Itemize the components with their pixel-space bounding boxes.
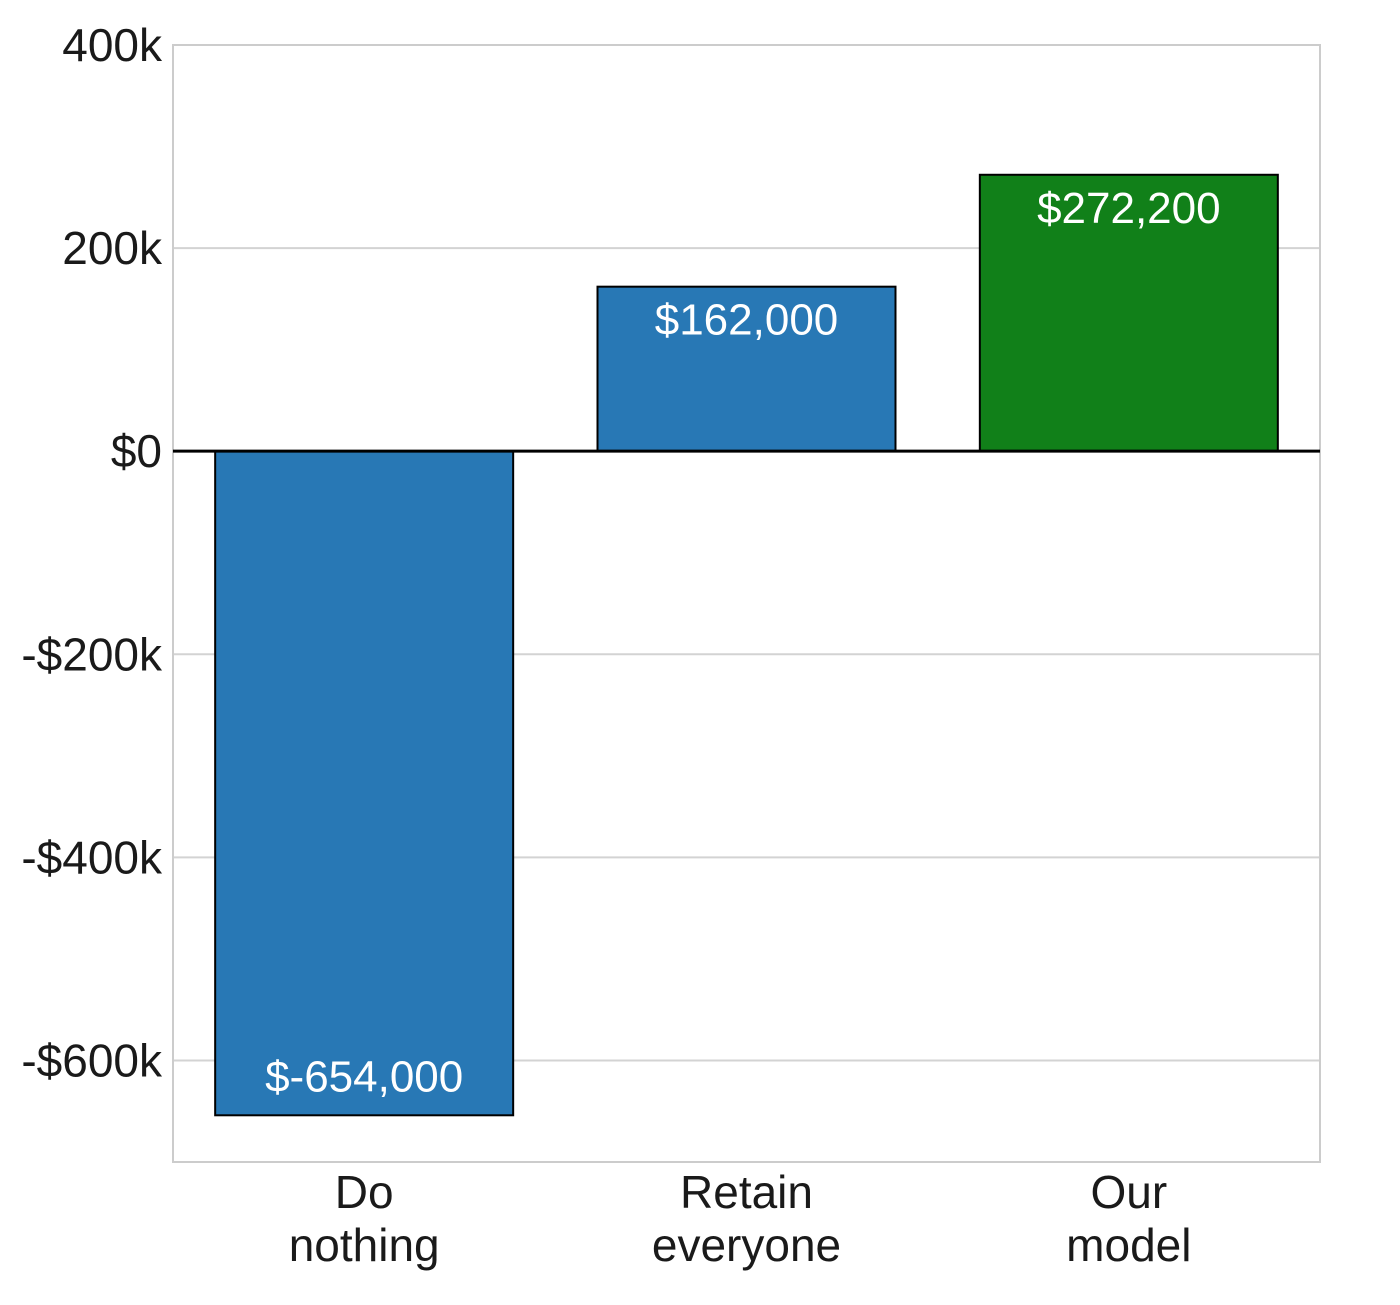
- bar-value-label: $162,000: [655, 296, 839, 345]
- axis-layer: [172, 44, 1321, 1163]
- x-tick-label: model: [1066, 1219, 1191, 1271]
- x-tick-label: Our: [1090, 1166, 1167, 1218]
- label-layer: 400k 200k $0 -$200k -$400k -$600k $-654,000 Don…: [21, 19, 1220, 1271]
- y-tick-label: -$400k: [21, 831, 163, 883]
- x-tick-label: everyone: [652, 1219, 841, 1271]
- y-tick-label: 200k: [62, 222, 163, 274]
- bar-value-label: $-654,000: [265, 1052, 463, 1101]
- bar-value-label: $272,200: [1037, 184, 1221, 233]
- bar: [978, 173, 1279, 453]
- y-tick-label: 400k: [62, 19, 163, 71]
- bar: [214, 450, 515, 1117]
- y-tick-label: -$600k: [21, 1034, 163, 1086]
- bar-layer: [214, 173, 1279, 1117]
- x-tick-label: Do: [335, 1166, 394, 1218]
- plot-frame: [172, 44, 1321, 1163]
- x-tick-label: nothing: [289, 1219, 440, 1271]
- y-tick-label: -$200k: [21, 628, 163, 680]
- y-tick-label: $0: [111, 425, 162, 477]
- x-tick-label: Retain: [680, 1166, 813, 1218]
